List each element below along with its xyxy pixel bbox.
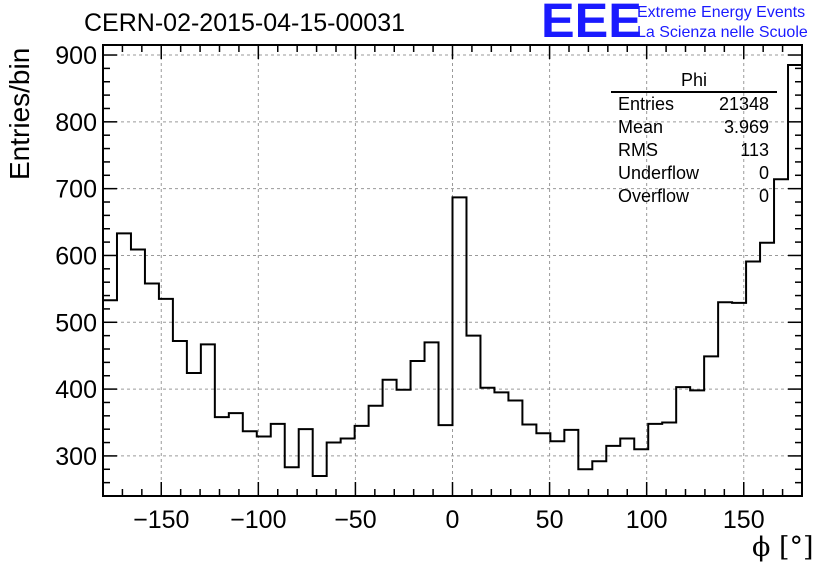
histogram-bin bbox=[397, 390, 411, 496]
stats-row-entries: Entries 21348 bbox=[611, 93, 777, 116]
x-tick-label: −150 bbox=[133, 506, 189, 534]
histogram-bin bbox=[313, 476, 327, 496]
histogram-bin bbox=[355, 426, 369, 496]
y-tick-label: 300 bbox=[55, 443, 97, 471]
histogram-series bbox=[103, 64, 802, 496]
stats-label: Entries bbox=[618, 94, 675, 114]
tick-labels: −150 −100 −50 0 50 100 150 300 400 500 600 700 800 90… bbox=[55, 42, 764, 534]
histogram-bin bbox=[145, 284, 159, 496]
histogram-bin bbox=[662, 423, 676, 496]
stats-value: 0 bbox=[758, 163, 769, 183]
histogram-bin bbox=[187, 373, 201, 496]
logo-subtitle-1: Extreme Energy Events bbox=[637, 4, 806, 21]
histogram-bin bbox=[131, 249, 145, 496]
histogram-bin bbox=[173, 341, 187, 496]
histogram-bin bbox=[480, 388, 494, 496]
y-tick-label: 600 bbox=[55, 242, 97, 270]
histogram-bin bbox=[788, 65, 802, 496]
histogram-bin bbox=[439, 425, 453, 496]
histogram-bin bbox=[676, 387, 690, 496]
y-tick-label: 700 bbox=[55, 176, 97, 204]
histogram-bin bbox=[201, 344, 215, 496]
histogram-bin bbox=[103, 300, 117, 496]
histogram-bin bbox=[606, 446, 620, 496]
x-tick-label: 50 bbox=[536, 506, 564, 534]
histogram-bin bbox=[732, 303, 746, 496]
stats-value: 113 bbox=[740, 140, 769, 160]
stats-row-underflow: Underflow 0 bbox=[611, 162, 777, 185]
histogram-bin bbox=[648, 424, 662, 496]
y-tick-label: 400 bbox=[55, 376, 97, 404]
stats-row-mean: Mean 3.969 bbox=[611, 116, 777, 139]
histogram-bin bbox=[243, 431, 257, 496]
histogram-bin bbox=[117, 233, 131, 496]
histogram-line bbox=[103, 64, 802, 477]
x-tick-label: −100 bbox=[230, 506, 286, 534]
y-tick-label: 900 bbox=[55, 42, 97, 70]
stats-label: Underflow bbox=[618, 163, 700, 183]
axis-ticks bbox=[102, 45, 803, 496]
y-tick-label: 800 bbox=[55, 109, 97, 137]
x-tick-label: −50 bbox=[334, 506, 376, 534]
histogram-bin bbox=[271, 424, 285, 496]
x-axis-label: ϕ [°] bbox=[752, 532, 814, 563]
histogram-bin bbox=[564, 430, 578, 496]
histogram-bin bbox=[718, 302, 732, 496]
y-tick-label: 500 bbox=[55, 309, 97, 337]
x-tick-label: 0 bbox=[446, 506, 460, 534]
histogram-bin bbox=[299, 429, 313, 496]
histogram-bin bbox=[592, 461, 606, 496]
histogram-bin bbox=[578, 469, 592, 496]
stats-label: RMS bbox=[618, 140, 658, 160]
histogram-bin bbox=[690, 390, 704, 496]
histogram-bin bbox=[229, 413, 243, 496]
x-tick-label: 100 bbox=[626, 506, 668, 534]
histogram-bin bbox=[536, 433, 550, 496]
histogram-bin bbox=[341, 439, 355, 496]
logo-subtitle-2: La Scienza nelle Scuole bbox=[637, 24, 808, 41]
histogram-bin bbox=[327, 443, 341, 496]
histogram-bin bbox=[411, 361, 425, 496]
plot-frame bbox=[102, 44, 803, 497]
stats-label: Mean bbox=[618, 117, 664, 137]
stats-row-overflow: Overflow 0 bbox=[611, 185, 777, 208]
stats-box: Phi Entries 21348 Mean 3.969 RMS 113 Und… bbox=[611, 70, 777, 208]
histogram-bin bbox=[159, 299, 173, 496]
stats-value: 3.969 bbox=[723, 117, 769, 137]
stats-label: Overflow bbox=[618, 186, 690, 206]
histogram-bin bbox=[704, 356, 718, 496]
histogram-bin bbox=[746, 261, 760, 496]
histogram-bin bbox=[369, 406, 383, 496]
stats-row-rms: RMS 113 bbox=[611, 139, 777, 162]
histogram-bin bbox=[522, 425, 536, 496]
histogram-bin bbox=[620, 439, 634, 496]
histogram-bin bbox=[508, 400, 522, 496]
histogram-bin bbox=[494, 392, 508, 496]
run-title: CERN-02-2015-04-15-00031 bbox=[84, 9, 406, 37]
histogram-bin bbox=[466, 336, 480, 496]
histogram-bin bbox=[453, 197, 467, 496]
stats-title: Phi bbox=[611, 70, 777, 93]
stats-value: 0 bbox=[758, 186, 769, 206]
eee-logo: EEE bbox=[541, 0, 642, 48]
stats-value: 21348 bbox=[718, 94, 769, 114]
y-axis-label: Entries/bin bbox=[4, 47, 35, 180]
histogram-bin bbox=[425, 342, 439, 496]
histogram-bin bbox=[774, 179, 788, 496]
histogram-bin bbox=[215, 417, 229, 496]
histogram-bin bbox=[550, 441, 564, 496]
histogram-bin bbox=[383, 380, 397, 496]
x-tick-label: 150 bbox=[723, 506, 765, 534]
histogram-bin bbox=[760, 243, 774, 496]
